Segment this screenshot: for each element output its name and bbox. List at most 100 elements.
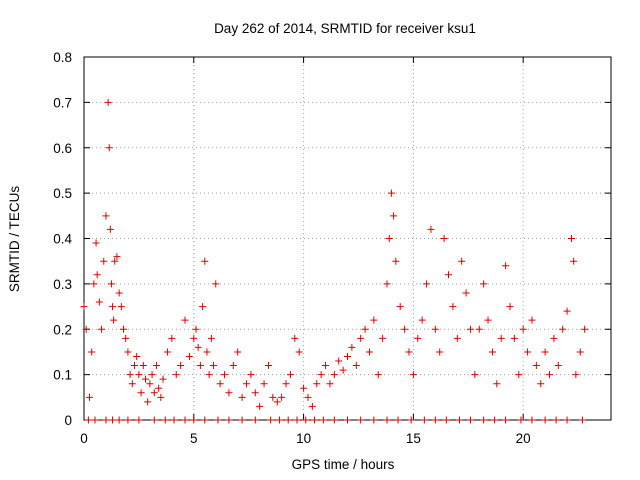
data-point	[563, 416, 571, 424]
data-point	[146, 380, 154, 388]
data-point	[528, 316, 536, 324]
data-point	[387, 189, 395, 197]
data-point	[537, 380, 545, 388]
data-point	[214, 416, 222, 424]
y-axis-label: SRMTID / TECUs	[7, 186, 22, 293]
data-point	[291, 334, 299, 342]
data-point	[445, 271, 453, 279]
data-point	[141, 375, 149, 383]
data-point	[102, 416, 110, 424]
data-point	[493, 380, 501, 388]
data-point	[552, 416, 560, 424]
data-point	[150, 389, 158, 397]
data-point	[150, 416, 158, 424]
data-point	[431, 325, 439, 333]
data-point	[471, 371, 479, 379]
data-point	[256, 402, 264, 410]
x-axis-label: GPS time / hours	[292, 457, 395, 472]
data-point	[190, 334, 198, 342]
data-point	[168, 334, 176, 342]
data-point	[269, 393, 277, 401]
data-point	[510, 334, 518, 342]
data-point	[322, 362, 330, 370]
data-point	[550, 334, 558, 342]
data-point	[418, 316, 426, 324]
data-point	[515, 371, 523, 379]
data-point	[317, 371, 325, 379]
data-point	[216, 380, 224, 388]
x-tick-label: 0	[80, 431, 88, 446]
data-point	[159, 375, 167, 383]
data-point	[394, 416, 402, 424]
data-point	[344, 352, 351, 360]
data-point	[229, 362, 237, 370]
data-point	[152, 362, 160, 370]
data-point	[109, 303, 117, 311]
data-point	[286, 371, 294, 379]
data-point	[82, 325, 90, 333]
data-point	[225, 389, 233, 397]
data-point	[148, 371, 156, 379]
data-point	[282, 380, 290, 388]
data-point	[115, 289, 123, 297]
axis-tick-labels: 0 0.1 0.2 0.3 0.4 0.5 0.6 0.7 0.8 0 5 10 15 20	[53, 50, 530, 446]
data-point	[440, 235, 448, 242]
data-point	[567, 235, 575, 242]
data-point	[278, 393, 286, 401]
data-point	[528, 416, 536, 424]
data-point	[260, 380, 268, 388]
data-point	[100, 257, 108, 265]
data-point	[570, 257, 578, 265]
data-point	[308, 402, 316, 410]
data-point	[311, 416, 319, 424]
data-point	[502, 262, 510, 270]
data-point	[319, 416, 327, 424]
data-point	[247, 371, 255, 379]
data-point	[113, 253, 121, 261]
data-point	[110, 316, 118, 324]
y-tick-label: 0.5	[53, 186, 72, 201]
data-point	[98, 325, 106, 333]
x-tick-label: 10	[296, 431, 311, 446]
data-point	[517, 416, 525, 424]
data-point	[242, 380, 250, 388]
data-point	[251, 416, 259, 424]
data-point	[541, 348, 549, 356]
data-point	[374, 371, 382, 379]
data-point	[357, 416, 365, 424]
data-point	[480, 416, 488, 424]
data-point	[172, 371, 180, 379]
data-point	[201, 416, 209, 424]
data-point	[427, 225, 435, 233]
plot-frame	[83, 56, 612, 421]
data-point	[313, 380, 321, 388]
data-point	[506, 303, 514, 311]
data-point	[115, 416, 123, 424]
data-point	[210, 362, 218, 370]
data-point	[365, 348, 373, 356]
data-point	[383, 280, 391, 288]
y-tick-label: 0.4	[53, 232, 72, 247]
data-point	[491, 416, 499, 424]
data-point	[431, 416, 439, 424]
data-point	[379, 334, 387, 342]
data-point	[480, 280, 488, 288]
data-point	[251, 389, 259, 397]
data-point	[339, 366, 347, 374]
data-point	[414, 334, 422, 342]
data-point	[88, 348, 96, 356]
data-point	[361, 325, 369, 333]
data-point	[578, 416, 586, 424]
data-point	[370, 316, 378, 324]
data-point	[205, 371, 213, 379]
data-point	[95, 298, 103, 306]
y-tick-label: 0.8	[53, 50, 72, 65]
data-point	[344, 416, 351, 424]
data-point	[155, 384, 163, 392]
y-tick-label: 0.1	[53, 368, 72, 383]
data-point	[135, 416, 143, 424]
data-point	[84, 416, 92, 424]
data-point	[401, 325, 409, 333]
data-point	[462, 289, 470, 297]
data-point	[453, 334, 461, 342]
